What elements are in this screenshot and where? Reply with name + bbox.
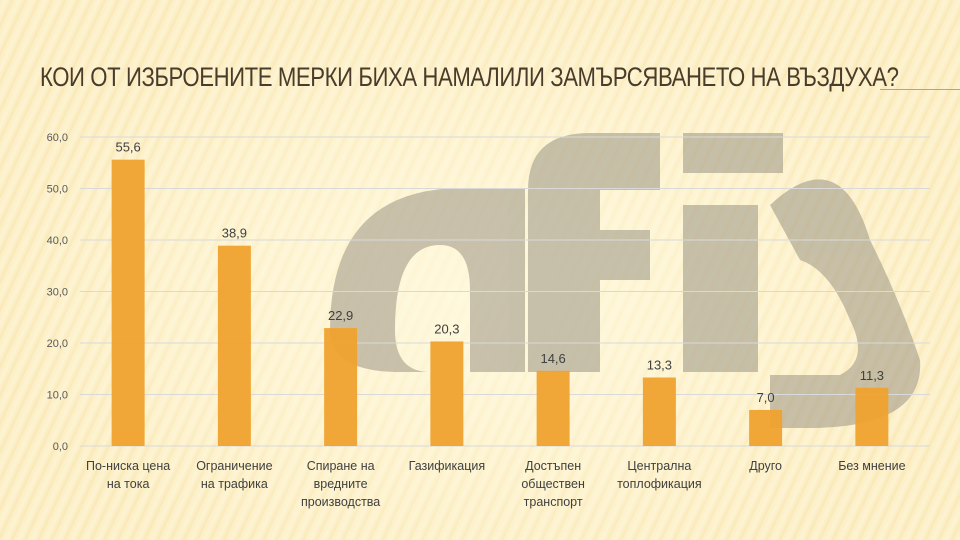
category-label: Без мнение <box>838 459 905 473</box>
y-tick-label: 0,0 <box>53 441 68 453</box>
y-tick-label: 10,0 <box>47 390 68 402</box>
category-label: Централна <box>627 459 691 473</box>
category-label: на тока <box>107 477 150 491</box>
bar <box>217 245 251 446</box>
y-tick-label: 20,0 <box>47 338 68 350</box>
data-label: 11,3 <box>860 368 884 383</box>
category-label: Спиране на <box>307 459 375 473</box>
category-label: на трафика <box>201 477 268 491</box>
bar <box>855 387 889 446</box>
title-underline <box>880 89 960 90</box>
category-label: По-ниска цена <box>86 459 170 473</box>
category-label: обществен <box>521 477 585 491</box>
bar <box>111 159 145 446</box>
slide-title: КОИ ОТ ИЗБРОЕНИТЕ МЕРКИ БИХА НАМАЛИЛИ ЗА… <box>40 62 899 92</box>
category-label: Ограничение <box>196 459 272 473</box>
category-label: Достъпен <box>525 459 581 473</box>
bar <box>430 341 464 446</box>
y-tick-label: 60,0 <box>47 132 68 144</box>
category-label: Газификация <box>409 459 485 473</box>
bar <box>536 370 570 446</box>
data-label: 55,6 <box>115 140 140 155</box>
data-label: 7,0 <box>757 390 775 405</box>
y-tick-label: 30,0 <box>47 287 68 299</box>
bar <box>749 409 783 446</box>
category-label: транспорт <box>524 495 583 509</box>
category-label: топлофикация <box>617 477 702 491</box>
data-label: 38,9 <box>222 226 247 241</box>
category-label: производства <box>301 495 380 509</box>
data-label: 22,9 <box>328 308 353 323</box>
afis-watermark-logo <box>330 133 921 429</box>
data-label: 14,6 <box>540 351 565 366</box>
y-tick-label: 50,0 <box>47 184 68 196</box>
category-label: Друго <box>749 459 782 473</box>
data-label: 20,3 <box>434 321 459 336</box>
category-label: вредните <box>314 477 368 491</box>
data-label: 13,3 <box>647 358 672 373</box>
bar <box>642 377 676 446</box>
y-tick-label: 40,0 <box>47 235 68 247</box>
bar <box>324 328 358 446</box>
